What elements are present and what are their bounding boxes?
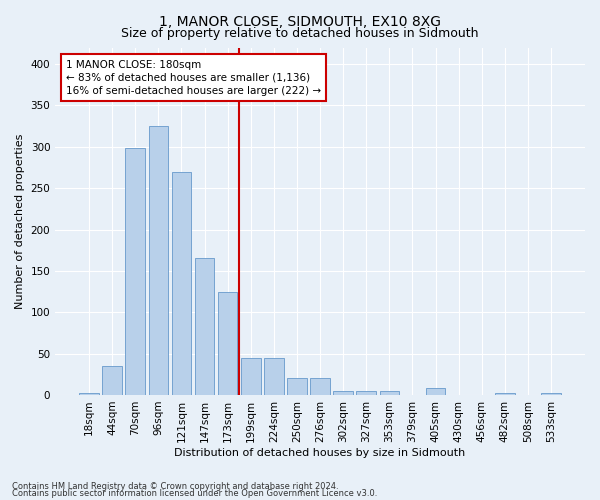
Text: Contains HM Land Registry data © Crown copyright and database right 2024.: Contains HM Land Registry data © Crown c…	[12, 482, 338, 491]
Text: 1, MANOR CLOSE, SIDMOUTH, EX10 8XG: 1, MANOR CLOSE, SIDMOUTH, EX10 8XG	[159, 15, 441, 29]
Bar	[125, 148, 145, 395]
Bar	[79, 394, 99, 395]
Bar	[287, 378, 307, 395]
Bar	[172, 172, 191, 395]
Bar	[356, 391, 376, 395]
X-axis label: Distribution of detached houses by size in Sidmouth: Distribution of detached houses by size …	[175, 448, 466, 458]
Text: 1 MANOR CLOSE: 180sqm
← 83% of detached houses are smaller (1,136)
16% of semi-d: 1 MANOR CLOSE: 180sqm ← 83% of detached …	[66, 60, 321, 96]
Bar	[334, 391, 353, 395]
Bar	[218, 292, 238, 395]
Bar	[103, 366, 122, 395]
Bar	[195, 258, 214, 395]
Bar	[380, 391, 399, 395]
Bar	[495, 394, 515, 395]
Bar	[149, 126, 168, 395]
Bar	[310, 378, 330, 395]
Bar	[541, 394, 561, 395]
Text: Size of property relative to detached houses in Sidmouth: Size of property relative to detached ho…	[121, 28, 479, 40]
Bar	[264, 358, 284, 395]
Bar	[241, 358, 260, 395]
Bar	[426, 388, 445, 395]
Text: Contains public sector information licensed under the Open Government Licence v3: Contains public sector information licen…	[12, 490, 377, 498]
Y-axis label: Number of detached properties: Number of detached properties	[15, 134, 25, 309]
